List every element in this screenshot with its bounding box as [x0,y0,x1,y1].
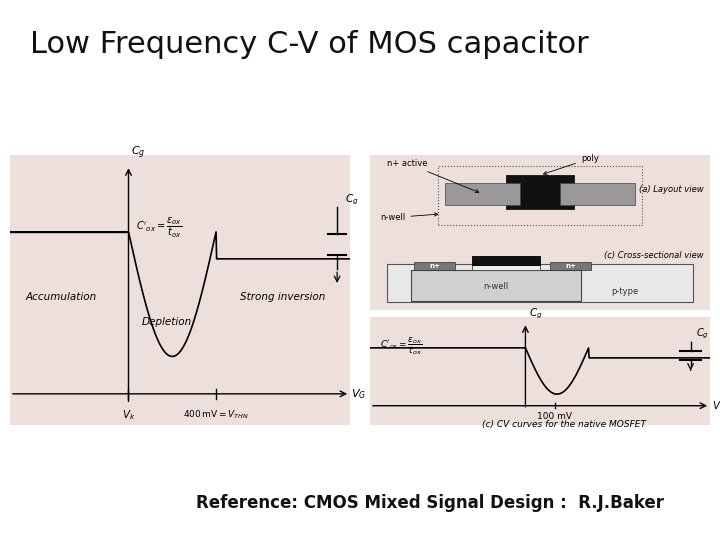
Text: (a) Layout view: (a) Layout view [639,185,703,194]
Text: 100 mV: 100 mV [537,412,572,421]
Text: Depletion: Depletion [142,318,192,327]
Text: Low Frequency C-V of MOS capacitor: Low Frequency C-V of MOS capacitor [30,30,589,59]
Bar [472,256,540,265]
Text: $C_g$: $C_g$ [696,327,709,341]
Text: n-well: n-well [380,213,438,222]
Bar [506,175,574,209]
Text: (c) CV curves for the native MOSFET: (c) CV curves for the native MOSFET [482,420,647,429]
Bar [550,262,591,269]
Bar [414,262,455,269]
Text: n-well: n-well [483,282,508,291]
Text: $C_g$: $C_g$ [345,193,359,207]
Text: n+: n+ [429,263,440,269]
Bar [387,264,693,302]
Text: Reference: CMOS Mixed Signal Design :  R.J.Baker: Reference: CMOS Mixed Signal Design : R.… [196,494,664,512]
Bar [560,183,635,205]
Text: Accumulation: Accumulation [26,292,97,302]
Text: $C'_{ox} = \dfrac{\varepsilon_{ox}}{t_{ox}}$: $C'_{ox} = \dfrac{\varepsilon_{ox}}{t_{o… [136,215,182,240]
Text: n+: n+ [565,263,576,269]
Text: $C_g$: $C_g$ [131,145,145,161]
Text: p-type: p-type [611,287,639,296]
Bar [472,265,540,269]
Text: n+ active: n+ active [387,159,479,193]
Text: $V_G$: $V_G$ [712,399,720,413]
Text: Strong inversion: Strong inversion [240,292,325,302]
Bar [445,183,520,205]
Text: $C_g$: $C_g$ [529,307,543,321]
Text: $V_k$: $V_k$ [122,408,135,422]
Text: $C'_{ox} = \dfrac{\varepsilon_{ox}}{t_{ox}}$: $C'_{ox} = \dfrac{\varepsilon_{ox}}{t_{o… [379,335,423,357]
Bar [411,269,581,301]
Text: $400\,\mathrm{mV} = V_{THN}$: $400\,\mathrm{mV} = V_{THN}$ [183,408,249,421]
Text: poly: poly [544,154,598,174]
Text: (c) Cross-sectional view: (c) Cross-sectional view [603,251,703,260]
Text: $V_G$: $V_G$ [351,387,366,401]
Bar [438,166,642,225]
